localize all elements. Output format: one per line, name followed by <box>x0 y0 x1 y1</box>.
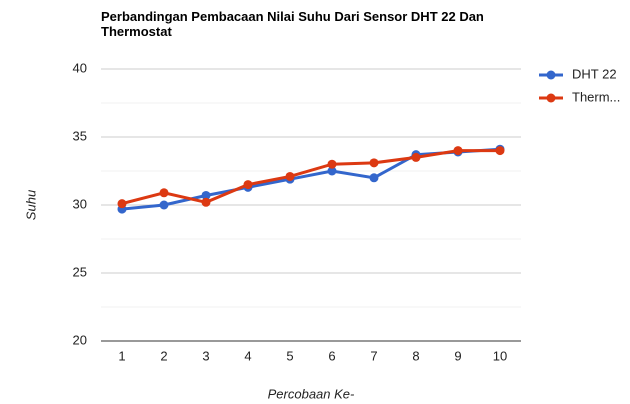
x-tick-label: 8 <box>412 348 419 363</box>
x-tick-label: 2 <box>160 348 167 363</box>
point <box>327 159 337 169</box>
y-tick-label: 40 <box>73 60 87 75</box>
chart-title: Perbandingan Pembacaan Nilai Suhu Dari S… <box>101 9 484 39</box>
x-tick-label: 9 <box>454 348 461 363</box>
legend-swatch-dot <box>546 93 556 103</box>
y-tick-label: 30 <box>73 196 87 211</box>
legend-label: Therm... <box>572 89 620 104</box>
y-tick-label: 20 <box>73 332 87 347</box>
x-tick-label: 5 <box>286 348 293 363</box>
series-line <box>121 147 501 211</box>
series-line <box>121 149 500 206</box>
point <box>453 146 463 156</box>
point <box>495 146 505 156</box>
point <box>159 200 169 210</box>
y-tick-label: 35 <box>73 128 87 143</box>
point <box>327 166 337 176</box>
legend-label: DHT 22 <box>572 66 617 81</box>
y-axis-label: Suhu <box>23 190 38 220</box>
legend-swatch-dot <box>546 70 556 80</box>
point <box>369 158 379 168</box>
point <box>117 199 127 209</box>
x-tick-label: 4 <box>244 348 251 363</box>
point <box>411 152 421 162</box>
y-tick-label: 25 <box>73 264 87 279</box>
point <box>243 180 253 190</box>
point <box>201 190 211 200</box>
point <box>285 171 295 181</box>
point <box>201 197 211 207</box>
x-axis-label: Percobaan Ke- <box>268 386 355 401</box>
x-tick-label: 1 <box>118 348 125 363</box>
x-tick-label: 10 <box>493 348 507 363</box>
x-tick-label: 6 <box>328 348 335 363</box>
point <box>159 188 169 198</box>
x-tick-label: 3 <box>202 348 209 363</box>
x-tick-label: 7 <box>370 348 377 363</box>
point <box>369 173 379 183</box>
